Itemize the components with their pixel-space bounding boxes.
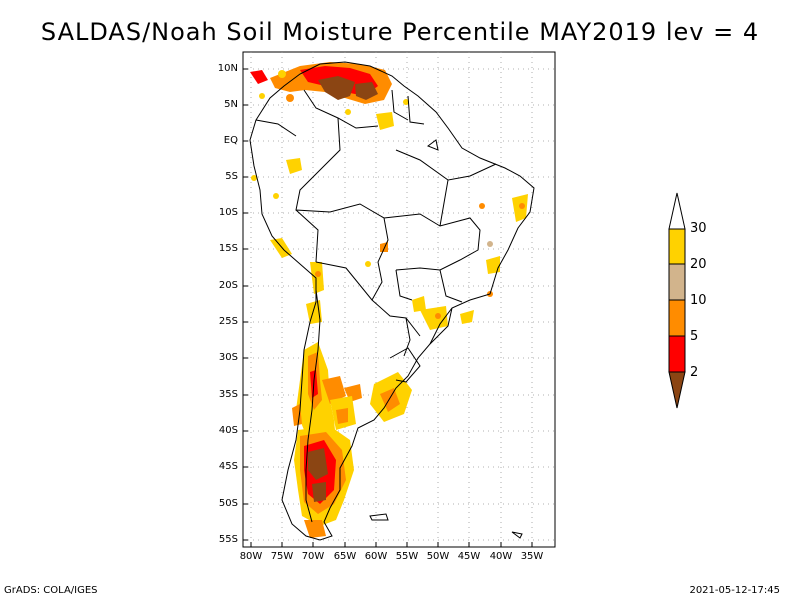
lat-label-50s: 50S: [218, 498, 238, 509]
lon-label-35w: 35W: [520, 551, 544, 562]
lat-label-55s: 55S: [218, 534, 238, 545]
colorbar-10-20: [668, 263, 686, 301]
colorbar-label-5: 5: [690, 329, 699, 344]
lon-label-80w: 80W: [239, 551, 263, 562]
lat-label-30s: 30S: [218, 352, 238, 363]
lat-label-5n: 5N: [224, 99, 238, 110]
lat-label-40s: 40S: [218, 425, 238, 436]
footer-timestamp: 2021-05-12-17:45: [689, 585, 780, 596]
lat-label-10s: 10S: [218, 207, 238, 218]
lat-label-5s: 5S: [225, 171, 238, 182]
lat-label-20s: 20S: [218, 280, 238, 291]
colorbar-label-10: 10: [690, 293, 707, 308]
map-title: SALDAS/Noah Soil Moisture Percentile MAY…: [40, 18, 760, 46]
lat-label-45s: 45S: [218, 461, 238, 472]
lon-label-40w: 40W: [489, 551, 513, 562]
lon-label-75w: 75W: [270, 551, 294, 562]
lat-label-25s: 25S: [218, 316, 238, 327]
lon-label-60w: 60W: [364, 551, 388, 562]
colorbar-5-10: [668, 299, 686, 337]
lon-label-55w: 55W: [395, 551, 419, 562]
plot-frame: [242, 51, 556, 548]
footer-credit: GrADS: COLA/IGES: [4, 585, 98, 596]
lat-label-15s: 15S: [218, 243, 238, 254]
lon-label-65w: 65W: [333, 551, 357, 562]
lon-label-70w: 70W: [301, 551, 325, 562]
lat-label-eq: EQ: [223, 135, 238, 146]
coastline-and-borders: [249, 61, 535, 541]
lat-label-10n: 10N: [217, 63, 238, 74]
colorbar: [668, 192, 686, 409]
colorbar-2-5: [668, 335, 686, 373]
colorbar-20-30: [668, 228, 686, 265]
lon-label-50w: 50W: [426, 551, 450, 562]
lon-label-45w: 45W: [457, 551, 481, 562]
lat-label-35s: 35S: [218, 389, 238, 400]
graticule: [243, 52, 555, 547]
axis-ticks: [243, 68, 533, 547]
islands: [369, 139, 523, 539]
colorbar-label-20: 20: [690, 257, 707, 272]
colorbar-over-30: [668, 192, 686, 230]
colorbar-label-2: 2: [690, 365, 699, 380]
soil-moisture-shading: [250, 62, 528, 538]
colorbar-under-2: [668, 371, 686, 409]
colorbar-label-30: 30: [690, 221, 707, 236]
